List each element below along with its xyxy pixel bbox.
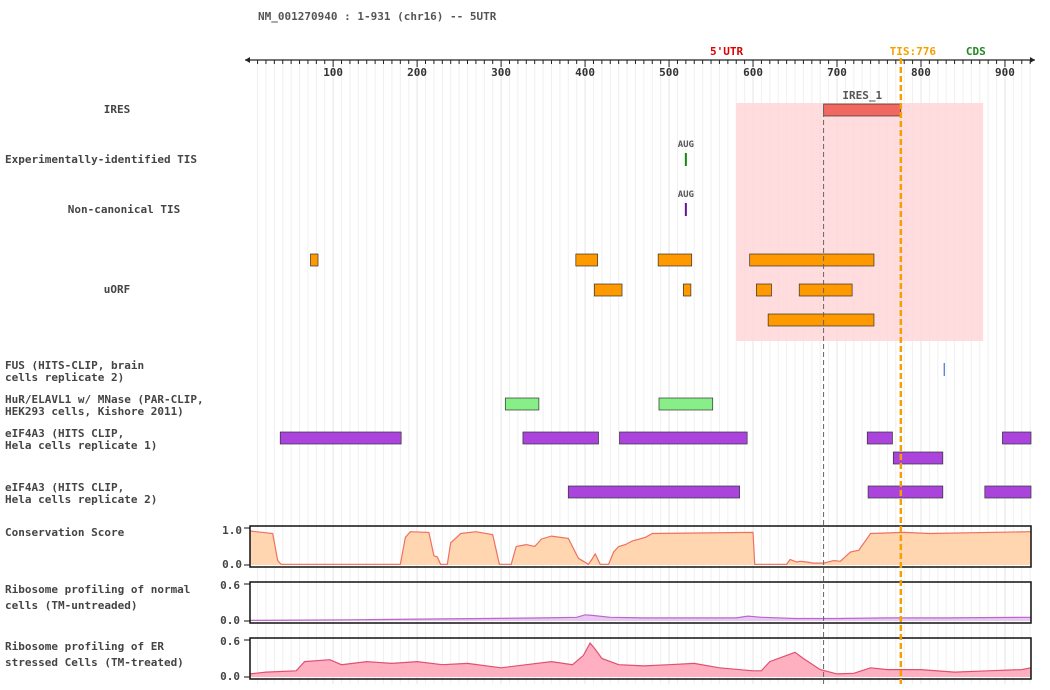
ruler-arrow-right xyxy=(1030,57,1035,63)
conservation-line xyxy=(249,530,1032,566)
conservation-plot: 1.0 0.0 xyxy=(222,524,1032,571)
ruler-arrow-left xyxy=(245,57,250,63)
fus-track xyxy=(943,363,945,376)
eif4a3-r2-box xyxy=(984,485,1032,499)
ribo-er-ymax-label: 0.6 xyxy=(220,635,240,648)
transcript-header: NM_001270940 : 1-931 (chr16) -- 5UTR xyxy=(258,10,497,23)
ruler-tick-label: 700 xyxy=(827,66,847,79)
track-label-hur-line1: HuR/ELAVL1 w/ MNase (PAR-CLIP, xyxy=(5,393,204,406)
uorf-box xyxy=(756,283,772,297)
ruler-region-label: 5'UTR xyxy=(710,45,743,58)
track-label-fus-line2: cells replicate 2) xyxy=(5,371,124,384)
ruler-tick-label: 500 xyxy=(659,66,679,79)
ruler-cds-label: CDS xyxy=(966,45,986,58)
conservation-area xyxy=(250,531,1031,565)
ribo-normal-ymax-label: 0.6 xyxy=(220,579,240,592)
hur-track xyxy=(504,397,714,411)
ruler-tick-label: 600 xyxy=(743,66,763,79)
ribo-er-frame xyxy=(249,637,1032,680)
noncanonical-tis-track: AUG xyxy=(678,190,694,216)
track-label-exp-tis: Experimentally-identified TIS xyxy=(5,153,197,166)
ruler-tick-label: 300 xyxy=(491,66,511,79)
eif4a3-r2-track xyxy=(567,485,1032,499)
ires-feature-label: IRES_1 xyxy=(842,89,882,102)
track-label-ires: IRES xyxy=(104,103,131,116)
ruler-tick-label: 100 xyxy=(323,66,343,79)
track-label-ribo-normal-line1: Ribosome profiling of normal xyxy=(5,583,190,596)
uorf-box xyxy=(749,253,875,267)
eif4a3-r1-box xyxy=(522,431,599,445)
track-label-eif4a3-r2-line1: eIF4A3 (HITS CLIP, xyxy=(5,481,124,494)
exp-tis-label: AUG xyxy=(678,140,694,150)
highlight-region xyxy=(736,103,984,341)
fus-mark xyxy=(943,363,945,376)
position-markers xyxy=(823,58,903,684)
ribo-er-plot: 0.6 0.0 xyxy=(220,635,1032,683)
exp-tis-track: AUG xyxy=(678,140,694,166)
eif4a3-r1-box xyxy=(619,431,748,445)
ribo-normal-ymin-label: 0.0 xyxy=(220,614,240,627)
ruler-tis-label: TIS:776 xyxy=(890,45,937,58)
ires-feature-box xyxy=(823,103,902,117)
noncanonical-tis-mark xyxy=(684,203,687,216)
ribo-er-area xyxy=(250,643,1031,677)
uorf-box xyxy=(682,283,692,297)
eif4a3-r1-box xyxy=(279,431,402,445)
uorf-track xyxy=(310,253,875,327)
track-label-ribo-normal-line2: cells (TM-untreaded) xyxy=(5,599,137,612)
eif4a3-r2-box xyxy=(567,485,740,499)
ruler-tick-label: 200 xyxy=(407,66,427,79)
track-labels: IRES Experimentally-identified TIS Non-c… xyxy=(5,103,204,669)
track-label-eif4a3-r1-line1: eIF4A3 (HITS CLIP, xyxy=(5,427,124,440)
uorf-box xyxy=(310,253,319,267)
ires-track: IRES_1 xyxy=(823,89,902,117)
uorf-box xyxy=(767,313,875,327)
uorf-box xyxy=(575,253,599,267)
ruler-tick-label: 400 xyxy=(575,66,595,79)
eif4a3-r1-track xyxy=(279,431,1032,465)
highlight-region-layer xyxy=(736,103,984,341)
track-label-noncanonical-tis: Non-canonical TIS xyxy=(68,203,181,216)
ribo-er-line xyxy=(249,642,1032,675)
ruler-tick-label: 800 xyxy=(911,66,931,79)
hur-box xyxy=(504,397,540,411)
track-label-uorf: uORF xyxy=(104,283,131,296)
uorf-box xyxy=(657,253,693,267)
track-label-eif4a3-r2-line2: Hela cells replicate 2) xyxy=(5,493,157,506)
eif4a3-r1-box xyxy=(866,431,893,445)
position-ruler: 5'UTR TIS:776 CDS 100 200 300 400 500 600 700 8… xyxy=(245,45,1035,79)
track-label-fus-line1: FUS (HITS-CLIP, brain xyxy=(5,359,144,372)
track-label-hur-line2: HEK293 cells, Kishore 2011) xyxy=(5,405,184,418)
uorf-box xyxy=(593,283,623,297)
ribo-er-ymin-label: 0.0 xyxy=(220,670,240,683)
ruler-tick-label: 900 xyxy=(995,66,1015,79)
track-label-eif4a3-r1-line2: Hela cells replicate 1) xyxy=(5,439,157,452)
eif4a3-r2-box xyxy=(867,485,944,499)
track-label-ribo-er-line2: stressed Cells (TM-treated) xyxy=(5,656,184,669)
conservation-frame xyxy=(249,525,1032,568)
hur-box xyxy=(658,397,714,411)
uorf-box xyxy=(798,283,853,297)
eif4a3-r1-box xyxy=(1002,431,1032,445)
conservation-ymax-label: 1.0 xyxy=(222,524,242,537)
ribo-normal-line xyxy=(249,614,1032,622)
exp-tis-mark xyxy=(684,153,687,166)
eif4a3-r1-box xyxy=(892,451,944,465)
conservation-ymin-label: 0.0 xyxy=(222,558,242,571)
ribo-normal-plot: 0.6 0.0 xyxy=(220,579,1032,627)
track-label-conservation: Conservation Score xyxy=(5,526,125,539)
ruler-ticks: 100 200 300 400 500 600 700 800 900 xyxy=(245,57,1035,79)
track-label-ribo-er-line1: Ribosome profiling of ER xyxy=(5,640,164,653)
ribo-normal-frame xyxy=(249,581,1032,624)
noncanonical-tis-label: AUG xyxy=(678,190,694,200)
